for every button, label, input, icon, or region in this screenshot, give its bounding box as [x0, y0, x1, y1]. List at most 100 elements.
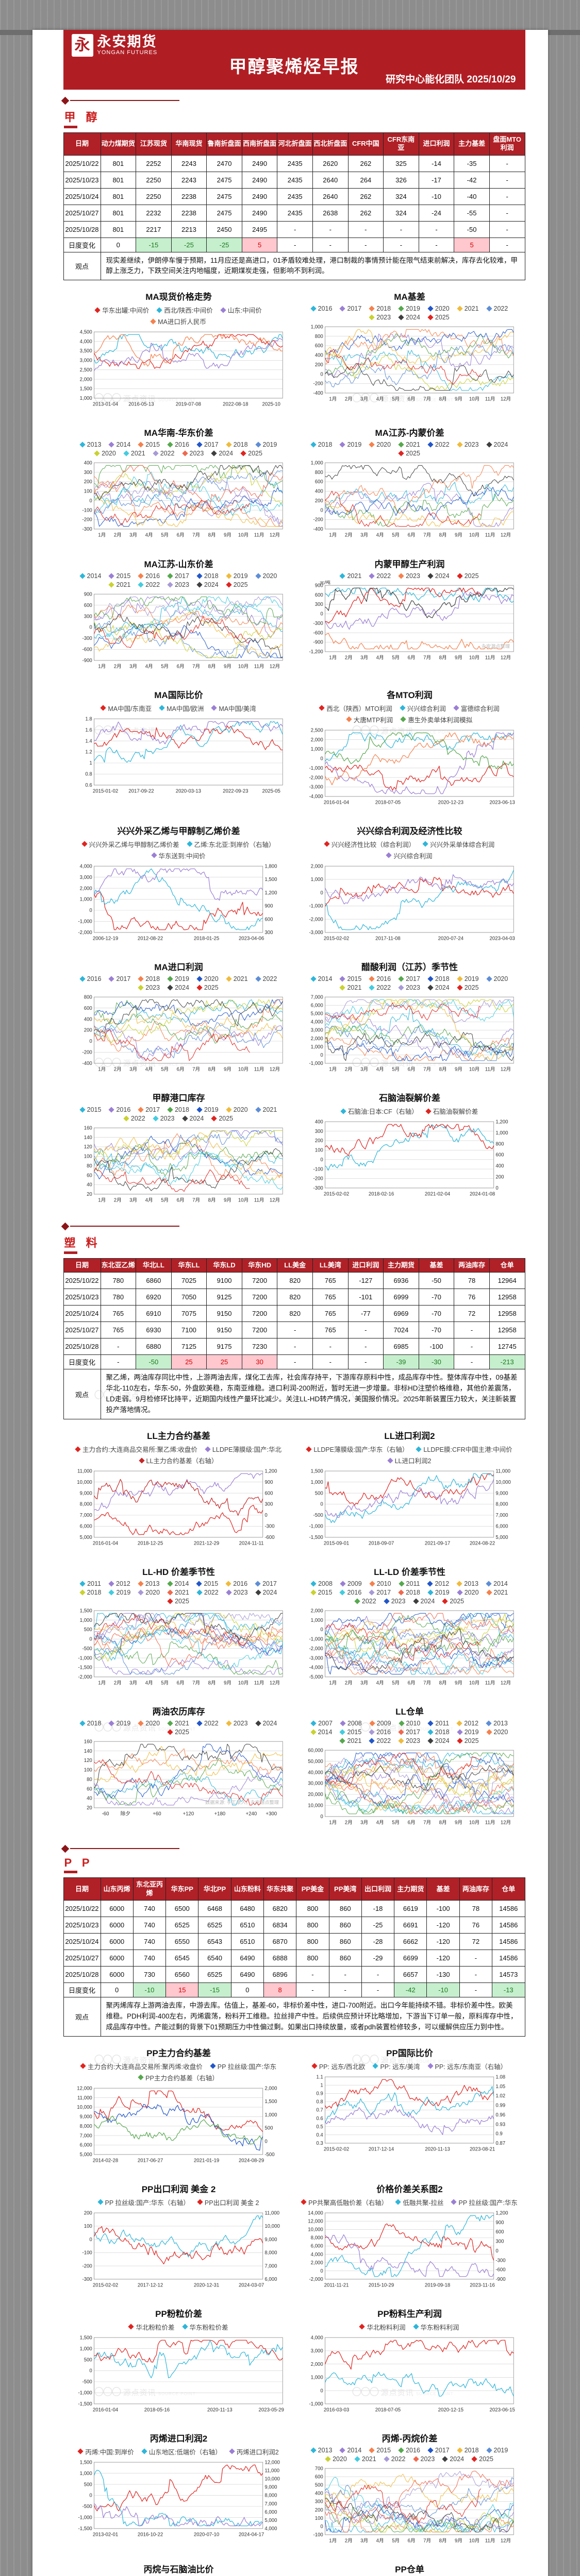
legend-diamond-icon	[310, 306, 317, 312]
svg-text:+60: +60	[153, 1811, 161, 1817]
legend-diamond-icon	[197, 2199, 203, 2205]
legend-item: MA进口折人民币	[150, 316, 206, 326]
svg-text:10月: 10月	[238, 1681, 248, 1686]
table-cell: 6691	[394, 1916, 427, 1934]
table-cell: 2435	[277, 171, 313, 189]
chart-MA进口利润: MA进口利润 2016 2017 2018 2019 2020 2021 2022 2023 20…	[63, 954, 294, 1084]
svg-text:6,000: 6,000	[79, 2142, 92, 2148]
svg-text:1月: 1月	[98, 1066, 106, 1072]
section-divider	[61, 96, 525, 105]
chart-plot: 7,000 6,000 5,000 4,000 3,000 2,000 1,000 0 -1,0…	[309, 994, 514, 1072]
svg-text:-400: -400	[313, 391, 323, 396]
svg-text:1.05: 1.05	[495, 2083, 505, 2089]
svg-text:7月: 7月	[423, 1066, 431, 1072]
svg-text:10月: 10月	[469, 1820, 479, 1826]
legend-diamond-icon	[138, 985, 144, 991]
table-cell: 765	[312, 1289, 349, 1306]
svg-text:8月: 8月	[208, 1066, 216, 1072]
table-cell: 262	[347, 188, 384, 205]
legend-item: 2023	[226, 1589, 248, 1596]
viewpoint-row: 观点 聚丙烯库存上游两油去库，中游去库。估值上，基差-60，非标价差中性，进口-7…	[63, 1996, 525, 2037]
legend-item: 2018	[226, 441, 248, 448]
table-cell: 2243	[171, 155, 207, 172]
svg-text:9,000: 9,000	[495, 1490, 508, 1496]
legend-diamond-icon	[384, 1598, 390, 1604]
svg-text:0.3: 0.3	[316, 2141, 323, 2146]
svg-text:9月: 9月	[455, 655, 462, 660]
chart-legend: 2015 2016 2017 2018 2019 2020 2021 2022 2023 2024…	[68, 1106, 290, 1122]
table-cell: 14586	[492, 1916, 525, 1934]
legend-item: 2023	[457, 441, 479, 448]
table-cell: 2435	[277, 204, 313, 222]
svg-text:6月: 6月	[176, 664, 184, 669]
svg-text:4,000: 4,000	[310, 2335, 323, 2341]
legend-diamond-icon	[398, 1589, 404, 1596]
table-cell: 2490	[241, 155, 278, 172]
table-cell: -25	[361, 1916, 395, 1934]
svg-text:0.5: 0.5	[316, 2124, 323, 2130]
svg-text:14,000: 14,000	[308, 2210, 323, 2216]
legend-diamond-icon	[77, 2448, 84, 2455]
svg-text:12月: 12月	[269, 664, 279, 669]
table-cell: -70	[418, 1321, 455, 1339]
legend-diamond-icon	[211, 1115, 217, 1122]
table-cell: -127	[347, 1272, 384, 1290]
legend-item: 2025	[398, 450, 420, 457]
legend-diamond-icon	[427, 1729, 434, 1735]
table-cell: -	[489, 171, 525, 189]
svg-text:2021-01-19: 2021-01-19	[193, 2158, 219, 2163]
svg-text:3月: 3月	[129, 533, 137, 538]
table-cell: 6490	[230, 1949, 264, 1967]
column-header: 华北PP	[198, 1877, 231, 1901]
legend-diamond-icon	[453, 705, 459, 711]
column-header: CFR中国	[347, 132, 384, 156]
table-cell: 730	[132, 1965, 167, 1983]
legend-diamond-icon	[369, 2447, 375, 2453]
change-cell: 30	[241, 1354, 278, 1370]
column-header: PP美湾	[328, 1877, 362, 1901]
legend-diamond-icon	[167, 581, 173, 588]
svg-text:4,000: 4,000	[264, 2526, 277, 2532]
svg-text:1,000: 1,000	[79, 2471, 92, 2477]
column-header: 华东HD	[241, 1258, 278, 1273]
legend-item: MA中国/美湾	[211, 703, 256, 713]
table-cell: 2025/10/23	[63, 171, 101, 189]
legend-item: 2020	[486, 1728, 508, 1736]
svg-text:5月: 5月	[161, 664, 169, 669]
legend-diamond-icon	[167, 1729, 173, 1735]
svg-text:60: 60	[87, 1787, 92, 1792]
svg-text:10月: 10月	[238, 533, 248, 538]
svg-text:-200: -200	[313, 1176, 323, 1182]
table-cell: 325	[383, 155, 419, 172]
svg-text:200: 200	[495, 1175, 504, 1180]
table-cell: -	[277, 1338, 313, 1355]
svg-text:0: 0	[495, 1185, 498, 1191]
svg-text:2024-08-22: 2024-08-22	[469, 1541, 494, 1547]
svg-text:0: 0	[320, 2388, 323, 2394]
table-cell: 6930	[136, 1321, 172, 1339]
column-header: 河北折盘面	[277, 132, 313, 156]
table-cell: 2495	[241, 221, 278, 238]
table-cell: -	[454, 1338, 490, 1355]
svg-text:9月: 9月	[455, 397, 462, 402]
table-cell: 820	[277, 1305, 313, 1323]
svg-text:4,000: 4,000	[310, 1020, 323, 1025]
legend-item: 2015	[138, 441, 160, 448]
svg-text:1,000: 1,000	[310, 1618, 323, 1623]
legend-diamond-icon	[301, 2199, 307, 2205]
legend-diamond-icon	[425, 1108, 432, 1114]
divider-line	[70, 100, 179, 101]
legend-item: 2025	[457, 1737, 479, 1744]
svg-text:2021-09-17: 2021-09-17	[424, 1541, 450, 1547]
table-cell: 801	[100, 171, 137, 189]
svg-text:2017-09-22: 2017-09-22	[128, 788, 154, 794]
legend-diamond-icon	[412, 1598, 419, 1604]
table-row: 2025/10/22 780 6860 7025 9100 7200 820 765 -127 6…	[63, 1272, 525, 1290]
chart-legend: 主力合约:大连商品交易所:聚丙烯:收盘价 PP 拉丝级:国产:华东 PP主力合约基差…	[68, 2061, 290, 2082]
legend-item: 2016	[369, 1728, 391, 1736]
table-cell: 2640	[312, 171, 349, 189]
table-cell: -	[312, 1338, 349, 1355]
legend-item: 2008	[310, 1580, 333, 1587]
legend-diamond-icon	[196, 985, 203, 991]
